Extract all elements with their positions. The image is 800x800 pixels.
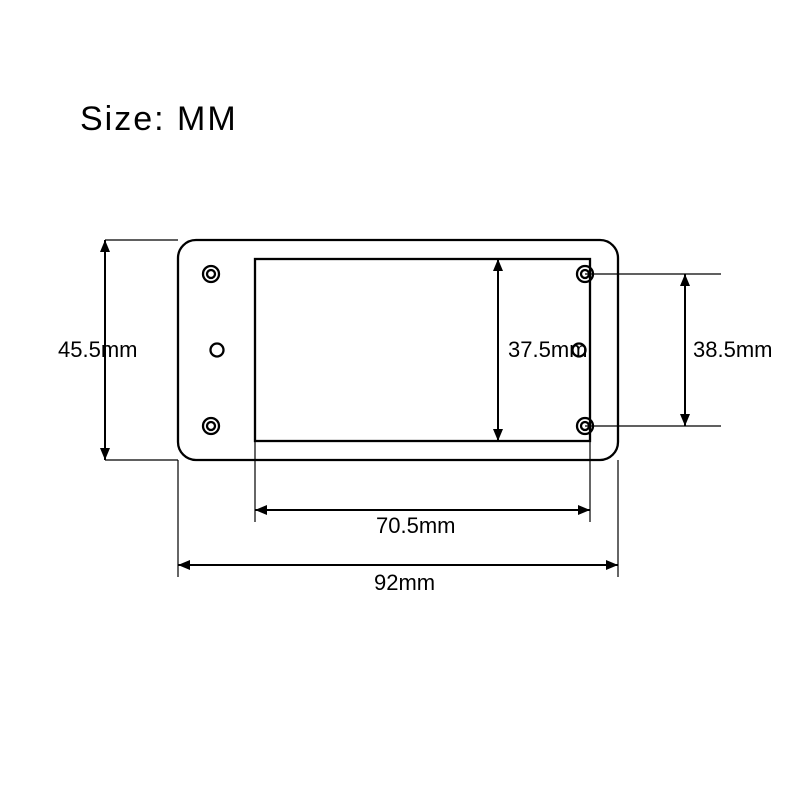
title-text: Size: MM [80, 100, 238, 138]
dimensions-group: 45.5mm 37.5mm 38.5mm 70.5mm 92mm [58, 240, 772, 595]
dimension-height_385: 38.5mm [585, 274, 772, 426]
dimension-width_705: 70.5mm [255, 441, 590, 538]
dim-label-width_92: 92mm [374, 570, 435, 595]
dim-label-width_705: 70.5mm [376, 513, 455, 538]
dimension-drawing: Size: MM 45.5mm 37.5mm 38.5mm 70.5mm 92mm [0, 0, 800, 800]
dim-label-opening_375: 37.5mm [508, 337, 587, 362]
side-hole-0 [211, 344, 224, 357]
dim-label-height_385: 38.5mm [693, 337, 772, 362]
dimension-height_455: 45.5mm [58, 240, 178, 460]
screw-outer-0 [203, 266, 219, 282]
screw-inner-0 [207, 270, 215, 278]
dim-label-height_455: 45.5mm [58, 337, 137, 362]
dimension-opening_375: 37.5mm [448, 259, 590, 441]
screw-inner-1 [207, 422, 215, 430]
screw-outer-1 [203, 418, 219, 434]
